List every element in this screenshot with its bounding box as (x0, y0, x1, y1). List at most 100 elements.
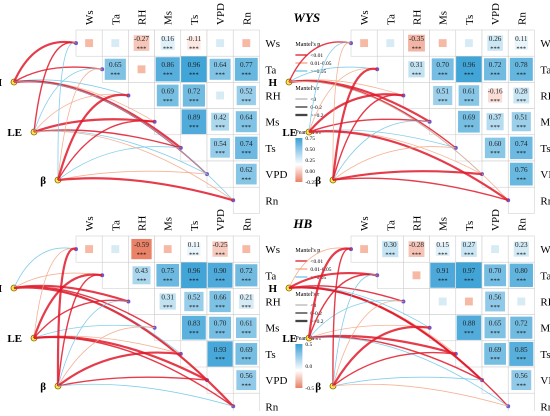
column-label: RH (137, 216, 149, 231)
correlation-value: 0.54 (214, 140, 227, 148)
matrix-cell (455, 340, 483, 368)
correlation-square (511, 370, 532, 391)
correlation-value: 0.51 (436, 87, 449, 95)
significance-mark: *** (438, 251, 448, 258)
matrix-cell (481, 366, 509, 394)
row-label: Ts (265, 349, 275, 361)
correlation-value: 0.31 (161, 293, 174, 301)
correlation-value: 0.88 (463, 320, 476, 328)
mantel-link (332, 94, 404, 181)
correlation-square (456, 315, 482, 340)
column-label: Ms (438, 11, 450, 25)
row-label: Ws (265, 244, 280, 256)
correlation-value: 0.56 (515, 372, 528, 380)
matrix-cell (101, 261, 129, 289)
significance-mark: *** (137, 278, 147, 285)
correlation-value: 0.72 (515, 320, 528, 328)
mantel-link (57, 120, 155, 181)
legend-item: >=0.05 (310, 69, 326, 75)
correlation-square (209, 290, 231, 313)
legend-item: <0.01 (310, 53, 323, 59)
panel-hb: Ws Ta RH Ms Ts VPD Rn Ws Ta RH Ms Ts VPD Rn -0.59 *** 0.… (0, 209, 332, 416)
correlation-square (510, 316, 533, 339)
correlation-square (488, 88, 503, 103)
correlation-value: 0.30 (384, 241, 397, 249)
significance-mark: *** (215, 304, 225, 311)
correlation-value: 0.96 (188, 267, 201, 275)
correlation-square (182, 315, 206, 340)
legend-item: 0.01-0.05 (310, 61, 331, 67)
significance-mark: *** (215, 278, 225, 285)
correlation-square (187, 36, 201, 50)
significance-mark: *** (438, 278, 448, 285)
significance-mark: *** (189, 98, 199, 105)
matrix-cell (376, 261, 404, 289)
significance-mark: *** (189, 330, 199, 337)
mantel-link (33, 130, 234, 201)
colorbar-tick: 0.25 (305, 158, 315, 164)
column-label: RH (137, 10, 149, 25)
correlation-value: 0.27 (463, 241, 476, 249)
mantel-link (332, 376, 483, 387)
matrix-cell (154, 314, 182, 342)
panel-title: WYS (293, 10, 320, 25)
correlation-square (238, 294, 254, 309)
correlation-square (360, 39, 369, 48)
correlation-square (485, 291, 506, 312)
correlation-value: 0.28 (515, 87, 528, 95)
legend-item: >=0.05 (310, 275, 326, 281)
row-label: VPD (540, 375, 550, 387)
panel-nadors: Ws Ta RH Ms Ts VPD Rn Ws Ta RH Ms Ts VPD Rn 0.30 *** -0.… (268, 209, 550, 416)
significance-mark: *** (464, 278, 474, 285)
correlation-square (85, 245, 94, 254)
mantel-node-label: β (40, 175, 46, 187)
column-label: Ms (163, 11, 175, 25)
mantel-link (332, 120, 430, 181)
correlation-value: 0.77 (240, 61, 253, 69)
significance-mark: *** (490, 72, 500, 79)
correlation-square (236, 85, 256, 106)
column-label: Ws (359, 10, 371, 25)
mantel-node-label: LE (7, 127, 22, 139)
correlation-square (85, 39, 94, 48)
row-label: Ta (540, 270, 550, 282)
correlation-square (464, 39, 473, 48)
correlation-value: 0.74 (515, 140, 528, 148)
correlation-square (156, 84, 179, 107)
significance-mark: *** (163, 98, 173, 105)
significance-mark: *** (215, 251, 225, 258)
colorbar-tick: 0.00 (305, 169, 315, 175)
mantel-link (308, 118, 430, 133)
matrix-cell (180, 29, 208, 57)
correlation-value: 0.72 (240, 267, 253, 275)
mantel-link (308, 42, 352, 133)
row-label: Ms (540, 323, 550, 335)
significance-mark: *** (110, 72, 120, 79)
correlation-square (438, 39, 447, 48)
correlation-value: 0.64 (240, 114, 253, 122)
colorbar (295, 138, 303, 182)
significance-mark: *** (516, 356, 526, 363)
row-label: Rn (540, 195, 550, 207)
correlation-value: 0.72 (188, 87, 201, 95)
column-label: Rn (516, 12, 528, 25)
matrix-cell (376, 55, 404, 83)
legend-item: >=0.2 (310, 319, 323, 325)
mantel-node-label: H (268, 283, 277, 295)
significance-mark: *** (189, 72, 199, 79)
correlation-square (517, 297, 526, 306)
mantel-node-label: β (315, 381, 321, 393)
column-label: Ms (163, 217, 175, 231)
correlation-value: 0.96 (188, 61, 201, 69)
correlation-square (235, 136, 258, 160)
correlation-value: 0.65 (109, 61, 122, 69)
correlation-square (408, 34, 425, 52)
significance-mark: *** (516, 98, 526, 105)
mantel-node-label: LE (282, 333, 297, 345)
significance-mark: *** (163, 45, 173, 52)
significance-mark: *** (516, 382, 526, 389)
column-label: Ts (464, 221, 476, 231)
correlation-square (156, 264, 179, 287)
correlation-square (137, 65, 146, 74)
